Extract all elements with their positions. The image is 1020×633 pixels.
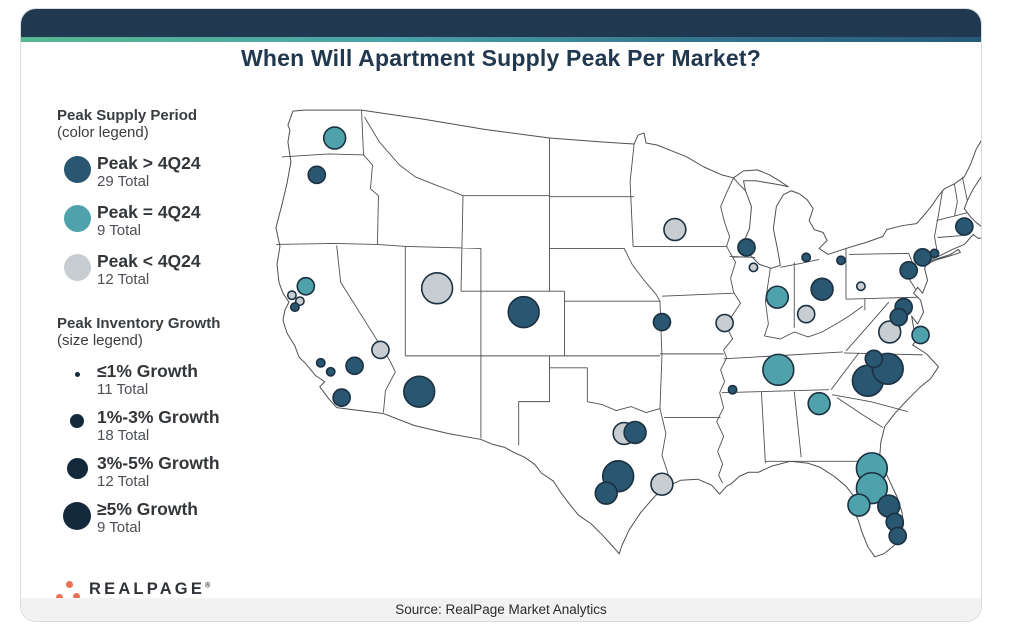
size-legend-heading: Peak Inventory Growth	[57, 315, 221, 332]
market-bubble	[371, 340, 390, 360]
market-bubble	[929, 248, 940, 259]
market-bubble	[737, 238, 756, 257]
color-legend-heading: Peak Supply Period	[57, 107, 198, 124]
market-bubble	[810, 277, 834, 301]
market-bubble	[594, 481, 618, 505]
market-bubble	[889, 307, 909, 327]
market-bubble	[748, 262, 759, 273]
size-legend-item: ≤1% Growth 11 Total	[57, 361, 279, 398]
market-bubble	[307, 165, 327, 185]
top-navy-bar	[21, 9, 981, 37]
logo-wordmark: REALPAGE®	[89, 580, 211, 598]
legend-label: Peak = 4Q24	[97, 202, 201, 222]
market-bubble	[878, 320, 902, 344]
size-dot-xs	[74, 372, 80, 377]
market-bubbles-layer	[286, 126, 974, 546]
page-title: When Will Apartment Supply Peak Per Mark…	[240, 45, 762, 71]
size-legend-item: 3%-5% Growth 12 Total	[57, 453, 279, 490]
trademark-symbol: ®	[205, 582, 211, 590]
legend-label: 1%-3% Growth	[97, 407, 220, 427]
size-dot-md	[66, 458, 88, 479]
top-gradient-stripe	[21, 37, 981, 42]
source-footer: Source: RealPage Market Analytics	[21, 598, 981, 621]
legend-total: 18 Total	[97, 427, 150, 444]
market-bubble	[420, 272, 454, 305]
market-bubble	[650, 472, 674, 496]
market-bubble	[847, 493, 871, 517]
legend-label: ≥5% Growth	[97, 499, 199, 519]
color-swatch-peak-after	[63, 156, 91, 183]
color-legend-item: Peak = 4Q24 9 Total	[57, 202, 279, 239]
market-bubble	[807, 391, 831, 416]
us-outline	[275, 109, 981, 558]
legend-total: 12 Total	[97, 473, 150, 490]
infographic-card: When Will Apartment Supply Peak Per Mark…	[20, 8, 982, 622]
realpage-logo: REALPAGE®	[53, 575, 243, 611]
market-bubble	[325, 366, 336, 377]
legend-total: 12 Total	[97, 271, 150, 288]
us-bubble-map	[274, 97, 981, 567]
us-map-svg	[275, 109, 981, 558]
market-bubble	[864, 349, 884, 369]
color-swatch-peak-before	[63, 254, 91, 281]
market-bubble	[286, 290, 297, 301]
size-dot-lg	[63, 502, 91, 530]
market-bubble	[913, 248, 932, 267]
market-bubble	[911, 325, 930, 345]
legend-label: Peak > 4Q24	[97, 153, 201, 173]
market-bubble	[836, 255, 846, 266]
size-legend-item: 1%-3% Growth 18 Total	[57, 407, 279, 444]
color-legend: Peak Supply Period (color legend) Peak >…	[57, 107, 279, 300]
market-bubble	[315, 357, 326, 368]
color-legend-subheading: (color legend)	[57, 124, 149, 141]
market-bubble	[801, 252, 812, 263]
color-legend-item: Peak > 4Q24 29 Total	[57, 153, 279, 190]
size-dot-sm	[70, 414, 84, 428]
market-bubble	[855, 281, 866, 292]
market-bubble	[796, 304, 816, 324]
market-bubble	[762, 353, 795, 387]
legend-label: Peak < 4Q24	[97, 251, 201, 271]
size-legend-item: ≥5% Growth 9 Total	[57, 499, 279, 536]
size-legend: Peak Inventory Growth (size legend) ≤1% …	[57, 315, 279, 545]
market-bubble	[727, 384, 738, 395]
market-bubble	[765, 285, 790, 309]
legend-total: 9 Total	[97, 519, 141, 536]
market-bubble	[652, 312, 672, 332]
market-bubble	[296, 276, 316, 296]
market-bubble	[888, 526, 908, 546]
market-bubble	[954, 217, 974, 236]
market-bubble	[289, 302, 300, 313]
color-legend-item: Peak < 4Q24 12 Total	[57, 251, 279, 288]
legend-total: 29 Total	[97, 173, 150, 190]
logo-dot-icon	[73, 593, 80, 600]
logo-dot-icon	[56, 594, 63, 601]
color-swatch-peak-equal	[63, 205, 91, 232]
market-bubble	[332, 388, 351, 408]
market-bubble	[623, 420, 647, 445]
market-bubble	[507, 295, 540, 329]
legend-label: 3%-5% Growth	[97, 453, 220, 473]
logo-dot-icon	[66, 581, 73, 588]
market-bubble	[663, 217, 687, 242]
size-legend-subheading: (size legend)	[57, 332, 143, 349]
market-bubble	[322, 126, 347, 150]
market-bubble	[715, 313, 734, 333]
market-bubble	[345, 356, 364, 376]
legend-total: 11 Total	[97, 381, 149, 398]
legend-label: ≤1% Growth	[97, 361, 199, 381]
market-bubble	[403, 375, 436, 408]
market-bubble	[899, 260, 918, 280]
legend-total: 9 Total	[97, 222, 141, 239]
